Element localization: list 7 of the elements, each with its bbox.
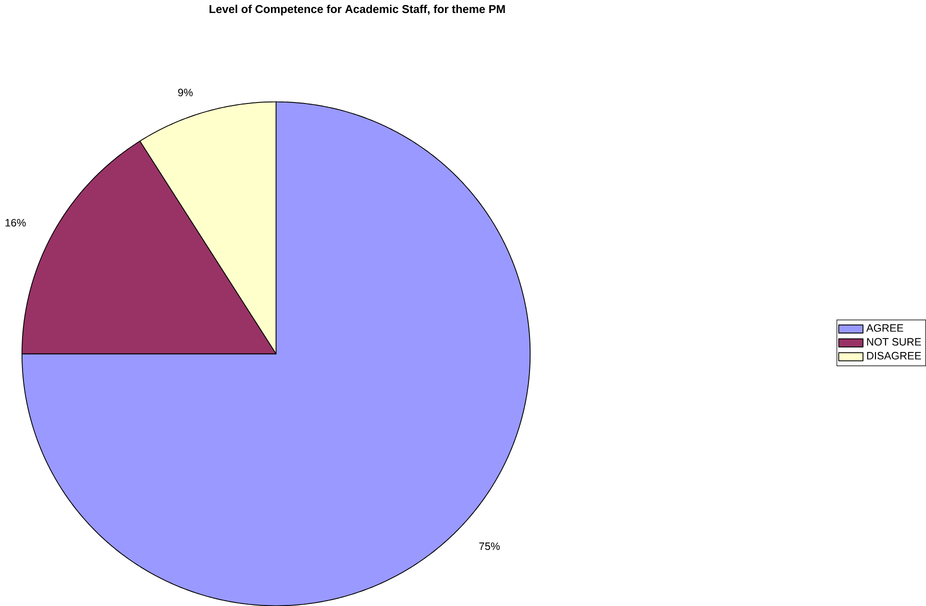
legend-label: NOT SURE [867, 338, 921, 346]
data-label: 16% [6, 218, 26, 226]
legend-label: AGREE [866, 324, 904, 332]
legend-label: DISAGREE [867, 352, 921, 360]
chart-title: Level of Competence for Academic Staff, for theme PM [210, 4, 505, 16]
data-label: 9% [178, 88, 193, 96]
data-label: 75% [479, 542, 500, 550]
